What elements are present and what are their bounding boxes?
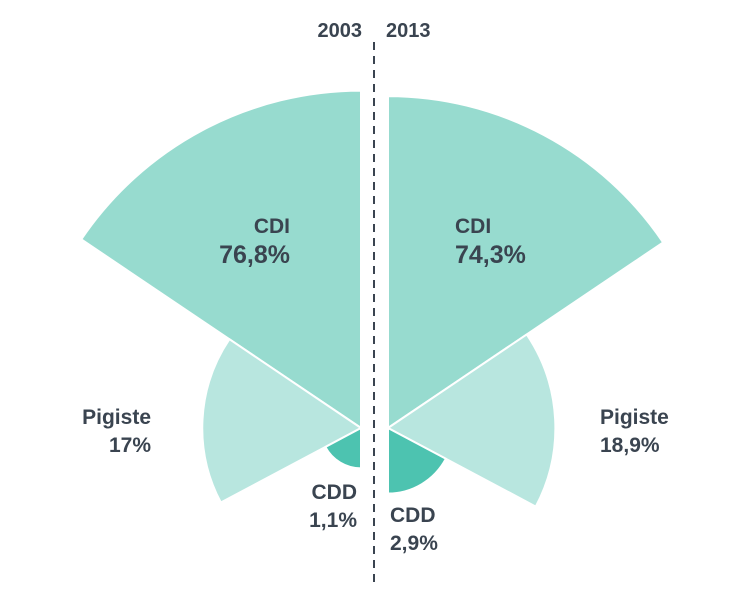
slice-label-pigiste-2003: Pigiste 17% [82,406,151,457]
slice-value: 17% [109,434,151,457]
slice-label-cdi-2013: CDI 74,3% [455,215,526,269]
slice-cdi-2003 [80,89,362,429]
slice-category: Pigiste [82,406,151,429]
slice-category: CDI [254,215,290,238]
slice-cdd-2013 [387,427,447,495]
slice-label-cdi-2003: CDI 76,8% [219,215,290,269]
slice-value: 18,9% [600,434,660,457]
slice-label-cdd-2013: CDD 2,9% [390,504,438,555]
slice-label-cdd-2003: CDD 1,1% [309,481,357,532]
slice-category: Pigiste [600,406,669,429]
slice-category: CDD [390,504,436,527]
slice-pigiste-2003 [201,338,362,504]
slice-value: 2,9% [390,532,438,555]
slice-cdd-2003 [324,427,362,470]
slice-category: CDD [312,481,358,504]
slice-category: CDI [455,215,491,238]
slice-pigiste-2013 [387,333,557,508]
slice-label-pigiste-2013: Pigiste 18,9% [600,406,669,457]
year-label-2013: 2013 [386,20,431,42]
slice-cdi-2013 [387,95,665,429]
slice-value: 1,1% [309,509,357,532]
year-label-2003: 2003 [318,20,363,42]
slice-value: 74,3% [455,241,526,269]
slice-value: 76,8% [219,241,290,269]
